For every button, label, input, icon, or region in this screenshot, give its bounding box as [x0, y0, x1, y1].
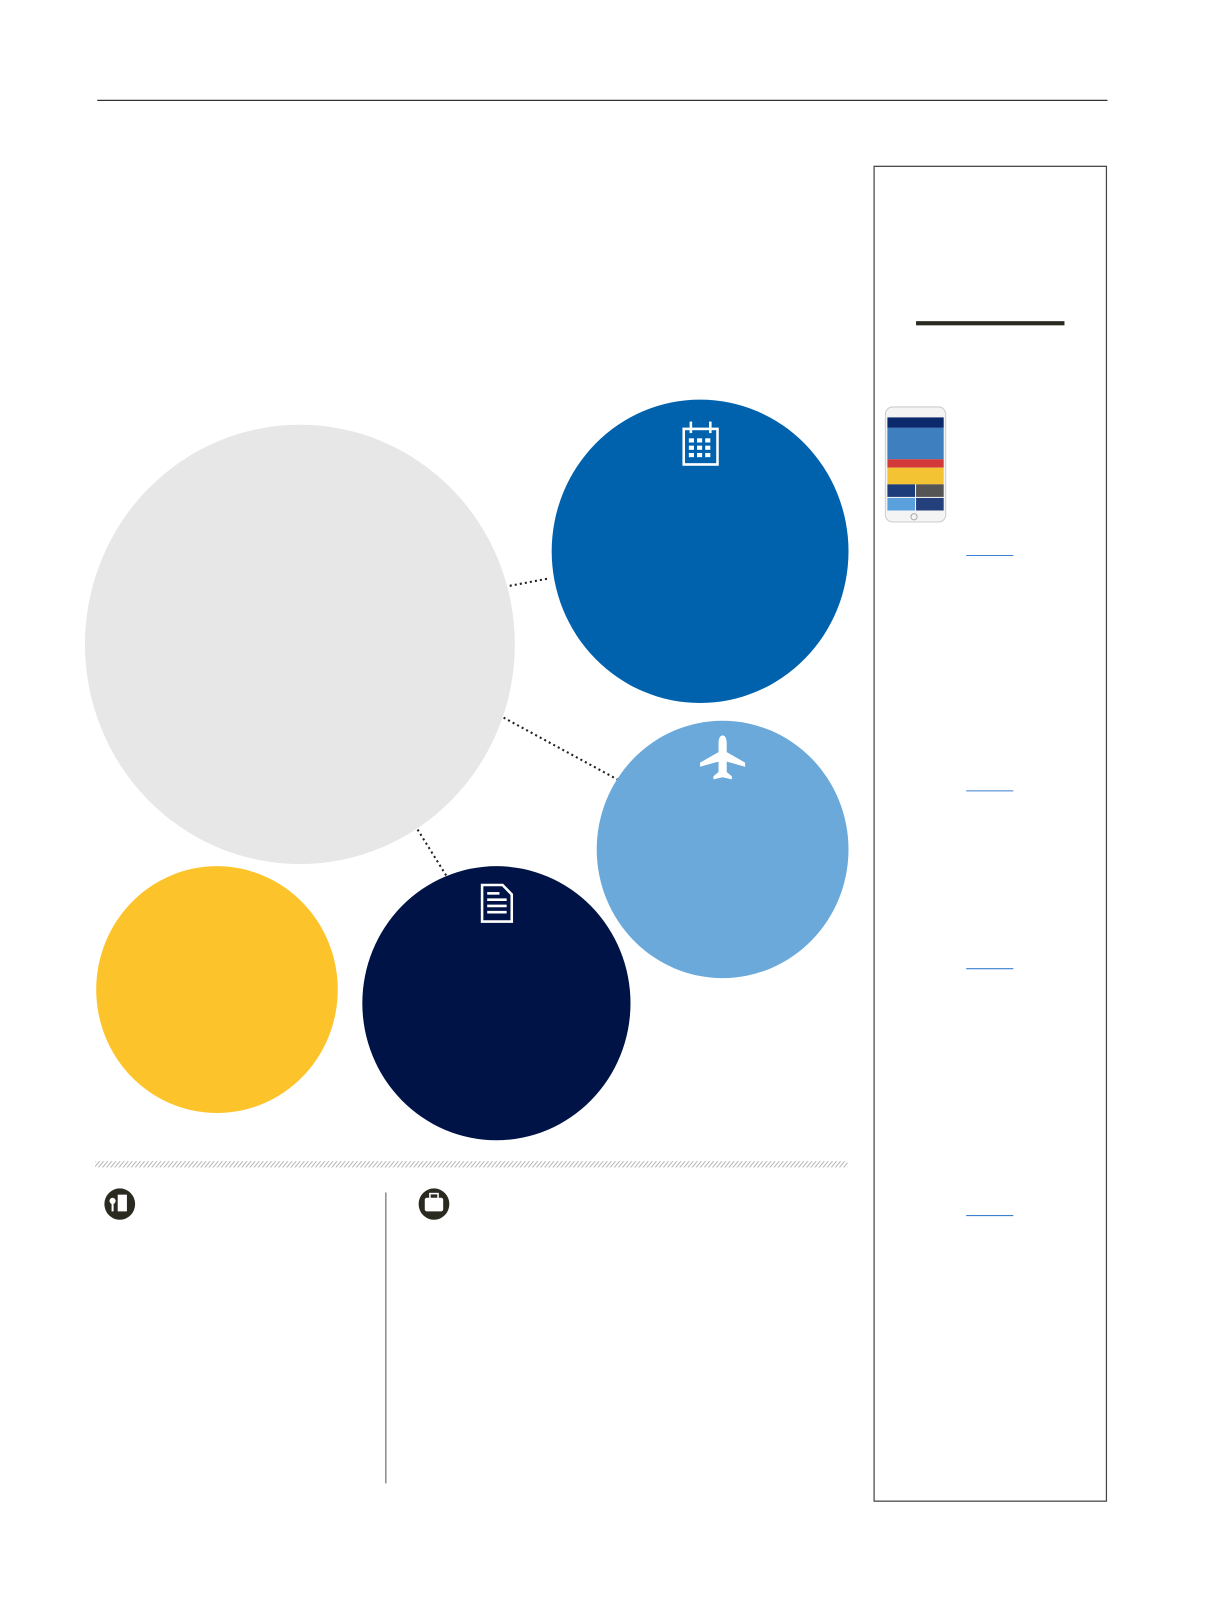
light-blue-circle — [596, 720, 849, 979]
hotel-icon — [104, 1188, 136, 1220]
plane-icon — [700, 735, 746, 780]
sidebar — [873, 165, 1108, 1502]
calendar-icon — [682, 421, 719, 466]
document-icon — [480, 883, 514, 923]
hatched-rule — [95, 1161, 848, 1168]
sidebar-dividers — [966, 554, 1014, 1217]
navy-circle — [362, 866, 631, 1141]
blue-circle — [551, 399, 849, 703]
yellow-circle — [96, 866, 338, 1114]
connectors — [416, 577, 618, 877]
phone-image — [884, 406, 947, 523]
gray-circle — [84, 424, 515, 865]
sidebar-rule — [916, 321, 1065, 326]
briefcase-icon — [418, 1188, 450, 1220]
